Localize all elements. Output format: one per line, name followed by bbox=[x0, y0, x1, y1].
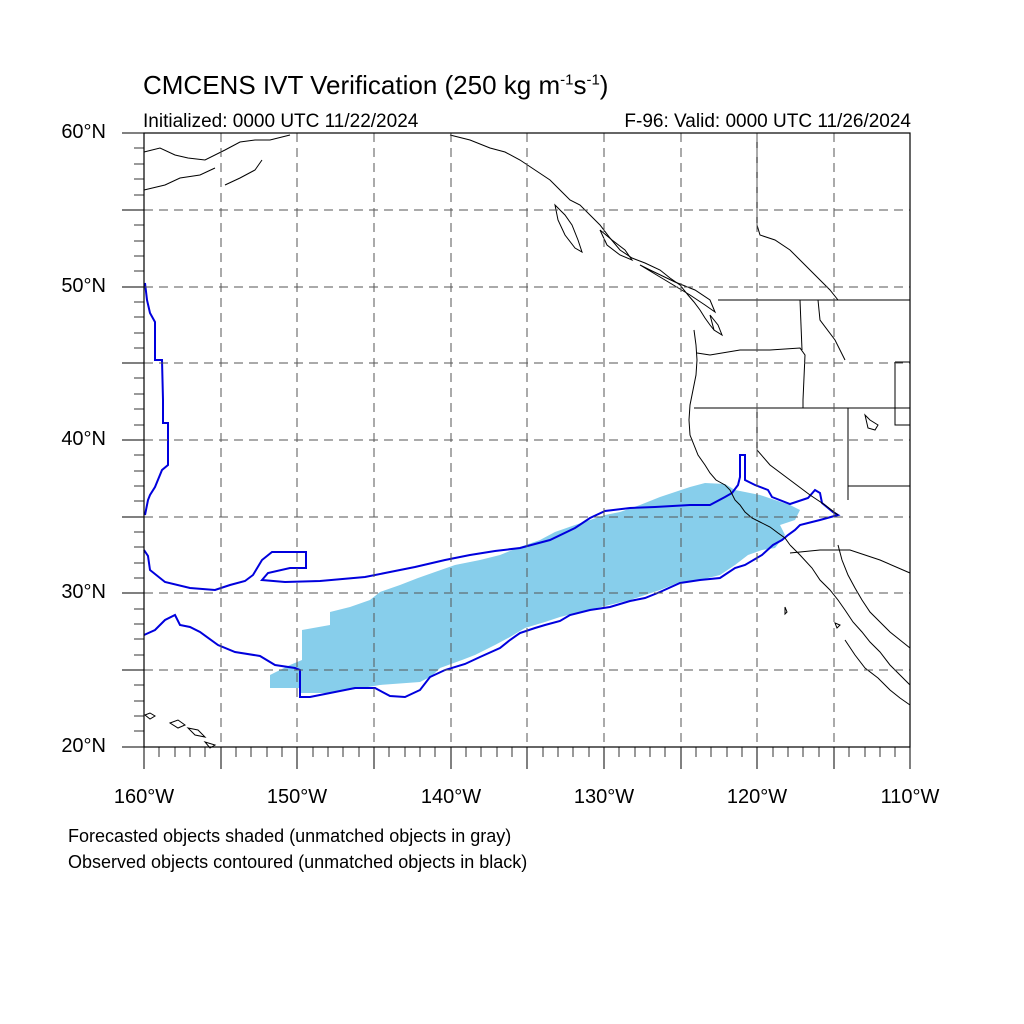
axis-ticks bbox=[122, 132, 911, 769]
lat-label-50: 50°N bbox=[61, 275, 106, 297]
valid-time: F-96: Valid: 0000 UTC 11/26/2024 bbox=[624, 111, 911, 132]
lat-label-30: 30°N bbox=[61, 581, 106, 603]
observed-object-contour-north bbox=[144, 282, 169, 516]
map-title: CMCENS IVT Verification (250 kg m-1s-1) bbox=[143, 70, 609, 100]
lon-label-120w: 120°W bbox=[726, 786, 788, 808]
lon-label-140w: 140°W bbox=[420, 786, 482, 808]
observed-object-contour bbox=[143, 454, 841, 699]
lat-lon-grid bbox=[144, 133, 910, 747]
initialized-time: Initialized: 0000 UTC 11/22/2024 bbox=[143, 111, 419, 132]
lat-label-60: 60°N bbox=[61, 121, 106, 143]
lon-label-130w: 130°W bbox=[573, 786, 635, 808]
forecast-object bbox=[270, 483, 800, 693]
coastlines bbox=[143, 134, 911, 749]
legend-forecast-note: Forecasted objects shaded (unmatched obj… bbox=[68, 826, 512, 846]
lat-label-40: 40°N bbox=[61, 428, 106, 450]
lon-label-150w: 150°W bbox=[266, 786, 328, 808]
lat-label-20: 20°N bbox=[61, 735, 106, 757]
map-frame bbox=[143, 132, 911, 748]
lon-label-110w: 110°W bbox=[880, 786, 940, 808]
lon-label-160w: 160°W bbox=[113, 786, 175, 808]
legend-observed-note: Observed objects contoured (unmatched ob… bbox=[68, 852, 528, 872]
